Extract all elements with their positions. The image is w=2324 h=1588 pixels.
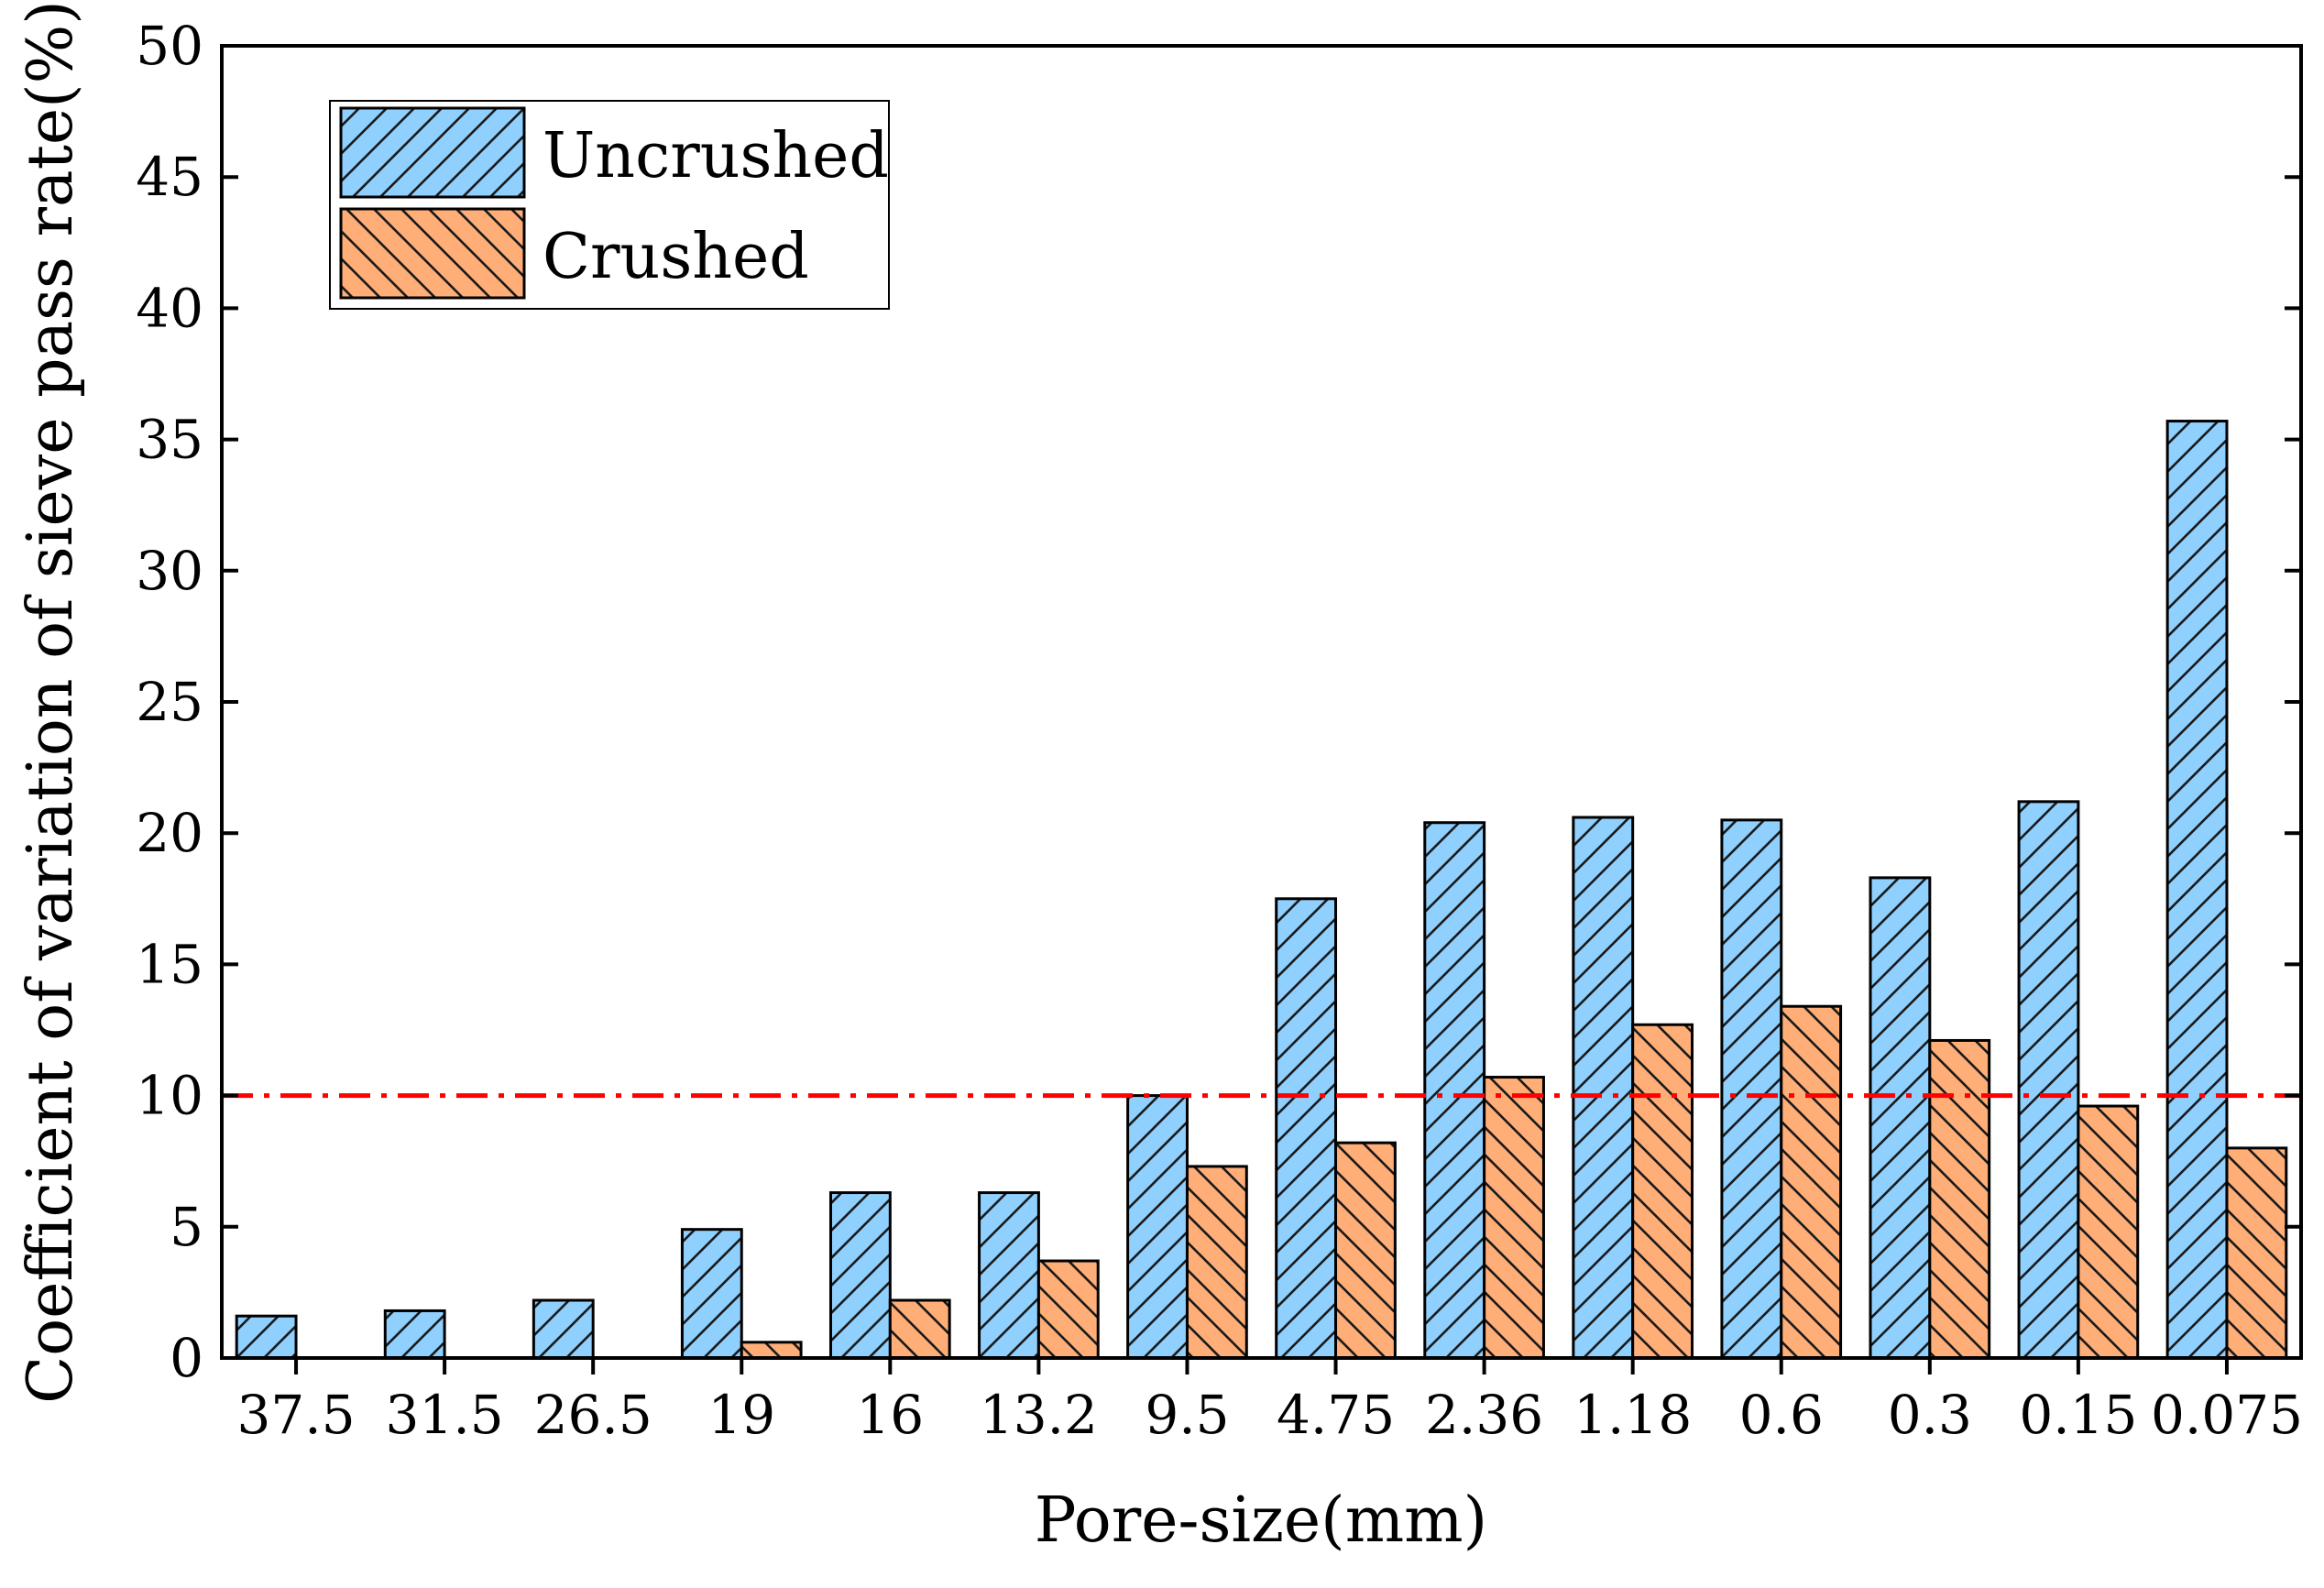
bar-hatch-crushed-0.075 bbox=[2225, 1146, 2288, 1360]
bar-hatch-uncrushed-19 bbox=[680, 1228, 743, 1360]
y-tick-label: 35 bbox=[136, 409, 203, 471]
y-axis-title: Coefficient of variation of sieve pass r… bbox=[15, 0, 87, 1404]
bar-hatch-uncrushed-0.15 bbox=[2017, 800, 2080, 1360]
bar-hatch-uncrushed-9.5 bbox=[1126, 1094, 1189, 1360]
y-tick-label: 5 bbox=[170, 1196, 203, 1258]
bar-hatch-crushed-13.2 bbox=[1036, 1259, 1100, 1360]
x-tick-label: 0.15 bbox=[2019, 1384, 2137, 1446]
legend-label-crushed: Crushed bbox=[543, 221, 809, 293]
y-tick-label: 50 bbox=[136, 15, 203, 77]
y-tick-label: 15 bbox=[136, 933, 203, 995]
legend-label-uncrushed: Uncrushed bbox=[543, 120, 889, 192]
x-tick-label: 16 bbox=[856, 1384, 924, 1446]
bar-hatch-uncrushed-26.5 bbox=[532, 1298, 595, 1360]
y-tick-label: 25 bbox=[136, 671, 203, 733]
bar-hatch-crushed-0.15 bbox=[2077, 1104, 2140, 1360]
bars-layer bbox=[235, 420, 2288, 1360]
y-tick-label: 30 bbox=[136, 540, 203, 602]
bar-hatch-crushed-19 bbox=[740, 1341, 803, 1360]
x-tick-label: 37.5 bbox=[236, 1384, 355, 1446]
x-tick-label: 0.075 bbox=[2151, 1384, 2303, 1446]
bar-hatch-uncrushed-2.36 bbox=[1423, 821, 1486, 1360]
bar-hatch-crushed-0.3 bbox=[1928, 1038, 1991, 1360]
x-tick-label: 2.36 bbox=[1425, 1384, 1543, 1446]
y-tick-label: 0 bbox=[170, 1327, 203, 1389]
bar-hatch-crushed-2.36 bbox=[1483, 1076, 1545, 1360]
x-tick-label: 0.6 bbox=[1739, 1384, 1824, 1446]
bar-hatch-uncrushed-0.075 bbox=[2165, 420, 2229, 1360]
bar-hatch-crushed-16 bbox=[888, 1298, 951, 1360]
y-tick-label: 45 bbox=[136, 146, 203, 208]
bar-hatch-uncrushed-16 bbox=[828, 1191, 892, 1360]
bar-hatch-uncrushed-37.5 bbox=[235, 1314, 298, 1360]
x-tick-label: 1.18 bbox=[1573, 1384, 1692, 1446]
y-axis: 0 5 10 15 20 25 30 35 40 45 50 bbox=[136, 15, 2301, 1389]
bar-hatch-crushed-0.6 bbox=[1780, 1004, 1843, 1360]
x-axis: 37.5 31.5 26.5 19 16 13.2 9.5 4.75 2.36 1.18 0.6 0.… bbox=[236, 1358, 2303, 1446]
x-tick-label: 31.5 bbox=[386, 1384, 504, 1446]
x-tick-label: 26.5 bbox=[534, 1384, 652, 1446]
x-tick-label: 4.75 bbox=[1277, 1384, 1395, 1446]
y-tick-label: 20 bbox=[136, 802, 203, 864]
x-tick-label: 9.5 bbox=[1145, 1384, 1229, 1446]
x-tick-label: 19 bbox=[707, 1384, 775, 1446]
bar-hatch-uncrushed-31.5 bbox=[383, 1309, 446, 1360]
legend: Uncrushed Crushed bbox=[329, 100, 890, 310]
bar-hatch-uncrushed-0.6 bbox=[1720, 818, 1783, 1360]
y-tick-label: 40 bbox=[136, 277, 203, 339]
bar-hatch-crushed-1.18 bbox=[1631, 1023, 1694, 1360]
legend-swatch-uncrushed-hatch bbox=[339, 106, 526, 199]
bar-hatch-uncrushed-1.18 bbox=[1572, 816, 1635, 1360]
bar-hatch-uncrushed-0.3 bbox=[1869, 876, 1932, 1360]
x-axis-title: Pore-size(mm) bbox=[1035, 1484, 1487, 1557]
legend-swatch-crushed-hatch bbox=[339, 207, 526, 300]
x-tick-label: 13.2 bbox=[980, 1384, 1098, 1446]
bar-hatch-uncrushed-13.2 bbox=[978, 1191, 1040, 1360]
bar-hatch-crushed-4.75 bbox=[1334, 1141, 1397, 1360]
y-tick-label: 10 bbox=[136, 1065, 203, 1127]
x-tick-label: 0.3 bbox=[1888, 1384, 1972, 1446]
bar-hatch-crushed-9.5 bbox=[1185, 1165, 1248, 1360]
bar-hatch-uncrushed-4.75 bbox=[1275, 897, 1338, 1360]
